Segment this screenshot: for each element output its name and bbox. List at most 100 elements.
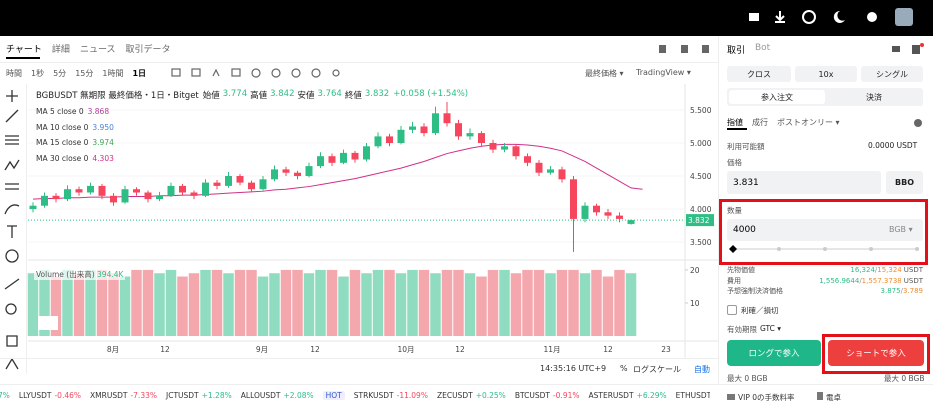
- ticker-change[interactable]: +1.28%: [201, 391, 232, 400]
- short-button[interactable]: ショートで参入: [828, 340, 924, 366]
- ticker-symbol[interactable]: HOT: [322, 391, 345, 400]
- leverage[interactable]: 10x: [795, 66, 857, 82]
- close-tab[interactable]: 決済: [866, 92, 882, 102]
- calculator-link[interactable]: 電卓: [817, 392, 841, 403]
- ticker-item[interactable]: STRKUSDT -11.09%: [354, 391, 428, 400]
- candle-body: [478, 133, 485, 143]
- ticker-change[interactable]: +0.25%: [475, 391, 506, 400]
- price-input[interactable]: [727, 171, 881, 194]
- quantity-value[interactable]: 4000: [733, 225, 756, 235]
- auto-toggle[interactable]: 自動: [694, 365, 710, 374]
- volume-bar: [430, 273, 441, 336]
- interval[interactable]: 1秒: [31, 69, 45, 78]
- ticker-change[interactable]: +6.29%: [636, 391, 667, 400]
- ticker-symbol[interactable]: BTCUSDT: [514, 391, 550, 400]
- ticker-change[interactable]: -0.91%: [552, 391, 580, 400]
- volume-bar: [556, 269, 568, 336]
- ticker-item[interactable]: ALLOUSDT +2.08%: [241, 391, 314, 400]
- chart-tab[interactable]: 取引データ: [125, 45, 171, 55]
- ticker-symbol[interactable]: STRKUSDT: [353, 391, 394, 400]
- ticker-item[interactable]: ASTERUSDT +6.29%: [589, 391, 667, 400]
- chart-header: BGBUSDT 無期限 最終価格・1日・Bitget 始値 3.774 高値 3.84…: [36, 89, 468, 101]
- volume-bar: [165, 269, 177, 336]
- globe-icon[interactable]: [802, 10, 816, 24]
- download-icon[interactable]: [775, 11, 785, 23]
- market-tab[interactable]: 成行: [752, 118, 768, 127]
- ticker-change[interactable]: -7.33%: [130, 391, 157, 400]
- ticker-item[interactable]: ETHUSDT-0.85%: [676, 391, 710, 400]
- ma-legend-row: MA 10 close 0 3.950: [36, 120, 114, 136]
- interval[interactable]: 1時間: [102, 69, 124, 78]
- ticker-item[interactable]: ZECUSDT +0.25%: [437, 391, 506, 400]
- calculator-label[interactable]: 電卓: [826, 393, 841, 402]
- ticker-symbol[interactable]: XMRUSDT: [90, 391, 128, 400]
- chart-tab[interactable]: ニュース: [79, 45, 116, 55]
- last-price-label: 3.832: [688, 216, 710, 225]
- percent-toggle[interactable]: %: [620, 364, 628, 373]
- ticker-change[interactable]: +2.08%: [283, 391, 314, 400]
- theme-icon[interactable]: [833, 10, 845, 23]
- summary-label: 予想強制決済価格: [727, 287, 783, 295]
- ticker-item[interactable]: BTCUSDT -0.91%: [515, 391, 580, 400]
- ticker-symbol[interactable]: ALLOUSDT: [240, 391, 281, 400]
- volume-bar: [545, 273, 556, 336]
- ticker-symbol[interactable]: LLYUSDT: [18, 391, 52, 400]
- ticker-item[interactable]: JCTUSDT +1.28%: [166, 391, 232, 400]
- interval[interactable]: 5分: [53, 69, 67, 78]
- chart-tab[interactable]: チャート: [6, 45, 42, 55]
- ticker-item[interactable]: HOT: [322, 391, 345, 400]
- candle-body: [397, 129, 405, 143]
- post-only[interactable]: ポストオンリー ▾: [777, 118, 840, 127]
- ticker-change[interactable]: -0.46%: [54, 391, 82, 400]
- long-button[interactable]: ロングで参入: [727, 340, 821, 366]
- open-tab[interactable]: 参入注文: [729, 90, 825, 104]
- summary-row: 費用 1,556.9644/1,557.3738 USDT: [727, 276, 923, 287]
- margin-mode[interactable]: クロス: [727, 66, 791, 82]
- tpsl-checkbox[interactable]: [727, 305, 737, 315]
- quantity-input[interactable]: [727, 219, 923, 241]
- quantity-unit[interactable]: BGB ▾: [889, 225, 913, 234]
- ohlc-value: 3.774: [222, 89, 248, 99]
- y-tick-label: 5.000: [690, 139, 712, 148]
- volume-bar: [614, 269, 625, 336]
- ticker-symbol[interactable]: JCTUSDT: [166, 391, 199, 400]
- ticker-change[interactable]: -11.09%: [396, 391, 428, 400]
- volume-bar: [142, 269, 154, 336]
- tpsl-label[interactable]: 利確／損切: [741, 306, 779, 315]
- interval[interactable]: 15分: [75, 69, 94, 78]
- ticker-symbol[interactable]: ASTERUSDT: [588, 391, 634, 400]
- ticker-symbol[interactable]: ETHUSDT: [675, 391, 710, 400]
- fee-link[interactable]: VIP 0の手数料率: [727, 392, 795, 403]
- ma-legend-row: MA 15 close 0 3.974: [36, 135, 114, 151]
- summary-part: 15,324: [877, 266, 902, 274]
- ticker-item[interactable]: LLYUSDT -0.46%: [19, 391, 81, 400]
- price-value[interactable]: 3.831: [733, 178, 759, 188]
- candle-body: [98, 185, 106, 196]
- volume-bar: [223, 273, 234, 336]
- candle-body: [167, 185, 175, 196]
- expiry-value[interactable]: GTC ▾: [760, 324, 782, 333]
- avatar[interactable]: [895, 8, 913, 26]
- bbo-button[interactable]: BBO: [886, 171, 923, 194]
- log-toggle[interactable]: ログスケール: [633, 365, 681, 374]
- settings-icon[interactable]: [867, 12, 877, 22]
- interval[interactable]: 時間: [6, 69, 22, 78]
- quantity-slider[interactable]: [727, 244, 923, 254]
- limit-tab[interactable]: 指値: [727, 118, 743, 127]
- bot-tab[interactable]: Bot: [755, 43, 771, 53]
- candle-body: [501, 146, 508, 150]
- wallet-icon[interactable]: [749, 13, 759, 21]
- trade-tab[interactable]: 取引: [727, 46, 746, 56]
- interval[interactable]: 1日: [132, 69, 147, 78]
- fee-label[interactable]: VIP 0の手数料率: [738, 393, 795, 402]
- position-mode[interactable]: シングル: [861, 66, 923, 82]
- ticker-symbol[interactable]: ZECUSDT: [436, 391, 473, 400]
- ticker-item[interactable]: XMRUSDT -7.33%: [90, 391, 157, 400]
- price-type[interactable]: 最終価格 ▾: [585, 69, 624, 78]
- volume-bar: [119, 276, 131, 336]
- volume-bar: [476, 276, 487, 336]
- short-max: 最大 0 BGB: [884, 374, 925, 383]
- chart-tab[interactable]: 詳細: [51, 45, 70, 55]
- candle-body: [443, 113, 451, 124]
- view-select[interactable]: TradingView ▾: [636, 68, 691, 77]
